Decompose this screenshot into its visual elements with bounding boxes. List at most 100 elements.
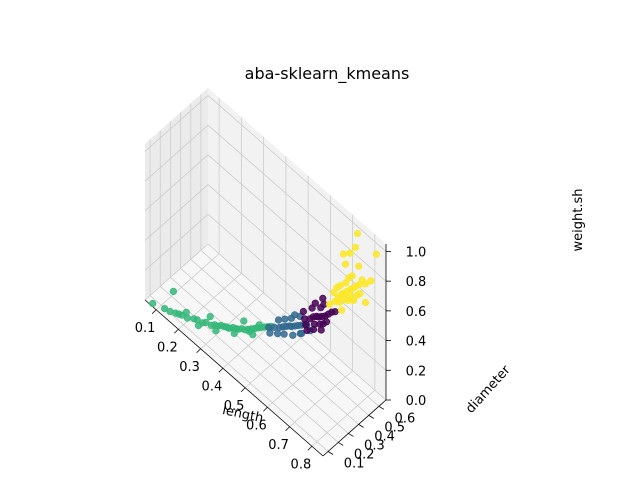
y-tick-mark xyxy=(358,424,364,428)
data-point-cluster-0 xyxy=(230,329,238,338)
grid-line-z-back xyxy=(207,124,387,282)
data-point-cluster-3 xyxy=(335,298,344,306)
x-axis-label: length xyxy=(221,403,265,426)
y-tick-label: 0.1 xyxy=(344,457,365,472)
tick-marks xyxy=(151,251,391,455)
grid-line-z-back xyxy=(207,184,387,341)
y-axis-label: diameter xyxy=(463,362,514,416)
grid-line-y-floor xyxy=(180,268,359,425)
z-tick-label: 0.6 xyxy=(406,305,427,320)
data-point-cluster-2 xyxy=(331,308,339,316)
data-point-cluster-1 xyxy=(280,330,288,338)
grid-line-x-floor xyxy=(267,350,331,408)
chart-title: aba-sklearn_kmeans xyxy=(245,64,410,84)
z-tick-label: 0.8 xyxy=(406,275,427,290)
axis-edges xyxy=(144,244,387,457)
x-tick-label: 0.4 xyxy=(202,379,223,394)
data-point-cluster-2 xyxy=(302,321,310,329)
grid-line-x-floor xyxy=(155,253,220,311)
x-axis-line xyxy=(144,299,324,457)
data-point-cluster-3 xyxy=(350,296,358,305)
x-tick-mark xyxy=(151,309,157,315)
data-points xyxy=(149,230,380,339)
x-tick-mark xyxy=(263,406,268,412)
data-point-cluster-1 xyxy=(266,329,274,337)
grid-line-z-back xyxy=(207,243,387,401)
grid-line-x-floor xyxy=(200,292,264,350)
x-tick-mark xyxy=(285,426,290,432)
data-point-cluster-3 xyxy=(325,300,334,308)
data-point-cluster-1 xyxy=(289,331,297,339)
data-point-cluster-3 xyxy=(361,280,369,288)
z-tick-label: 0.4 xyxy=(406,335,427,350)
tick-labels: 0.10.20.30.40.50.60.70.8 0.10.20.30.40.50… xyxy=(135,245,427,472)
data-point-cluster-3 xyxy=(361,298,370,307)
grid-line-x-floor xyxy=(311,389,376,447)
data-point-cluster-3 xyxy=(346,249,354,257)
data-point-cluster-1 xyxy=(274,316,283,324)
axis-panes xyxy=(145,88,386,456)
grid-line-z-side xyxy=(144,184,209,241)
z-tick-label: 1.0 xyxy=(406,245,427,260)
data-point-cluster-3 xyxy=(367,277,375,285)
data-point-cluster-0 xyxy=(249,331,257,339)
x-tick-mark xyxy=(307,445,313,451)
data-point-cluster-1 xyxy=(274,330,282,338)
data-point-cluster-3 xyxy=(356,290,364,298)
y-tick-mark xyxy=(368,415,374,419)
x-tick-mark xyxy=(174,328,179,334)
grid-line-y-floor xyxy=(170,277,349,434)
x-tick-mark xyxy=(240,387,246,393)
y-tick-mark xyxy=(338,442,344,446)
y-tick-label: 0.3 xyxy=(364,438,385,453)
y-tick-label: 0.6 xyxy=(395,411,416,426)
x-tick-mark xyxy=(218,367,224,373)
data-point-cluster-0 xyxy=(183,314,192,322)
data-point-cluster-0 xyxy=(255,321,263,329)
data-point-cluster-2 xyxy=(311,299,319,307)
y-tick-label: 0.2 xyxy=(354,448,375,463)
data-point-cluster-3 xyxy=(372,250,380,258)
data-point-cluster-0 xyxy=(182,308,190,316)
y-tick-mark xyxy=(378,405,385,410)
x-tick-label: 0.8 xyxy=(291,457,312,472)
data-point-cluster-3 xyxy=(341,260,350,268)
y-tick-label: 0.5 xyxy=(384,420,405,435)
floor-pane xyxy=(145,244,386,456)
z-tick-label: 0.0 xyxy=(406,394,427,409)
back-pane xyxy=(208,88,386,400)
data-point-cluster-0 xyxy=(175,310,183,318)
x-tick-mark xyxy=(196,348,201,354)
data-point-cluster-2 xyxy=(317,326,325,334)
x-tick-label: 0.3 xyxy=(179,360,200,375)
grid-line-y-floor xyxy=(190,259,369,416)
data-point-cluster-1 xyxy=(291,311,299,319)
data-point-cluster-2 xyxy=(299,307,308,316)
grid-line-z-back xyxy=(207,213,387,371)
grid-line-z-side xyxy=(144,213,209,271)
grid-line-z-side xyxy=(144,124,209,182)
data-point-cluster-3 xyxy=(339,250,348,258)
z-tick-label: 0.2 xyxy=(406,364,427,379)
y-tick-mark xyxy=(327,451,334,455)
data-point-cluster-0 xyxy=(212,327,220,335)
x-tick-label: 0.6 xyxy=(246,418,267,433)
data-point-cluster-2 xyxy=(322,318,331,326)
side-pane xyxy=(145,88,208,300)
y-tick-label: 0.4 xyxy=(374,429,395,444)
grid-line-z-back xyxy=(207,95,387,252)
data-point-cluster-3 xyxy=(345,274,353,282)
data-point-cluster-2 xyxy=(303,326,311,335)
grid-line-x-floor xyxy=(244,331,309,389)
grid-line-z-side xyxy=(144,243,209,301)
x-tick-label: 0.1 xyxy=(135,321,156,336)
data-point-cluster-2 xyxy=(319,294,327,303)
data-point-cluster-1 xyxy=(297,329,306,338)
x-tick-label: 0.2 xyxy=(157,340,178,355)
data-point-cluster-0 xyxy=(194,322,203,330)
grid-line-z-side xyxy=(144,95,209,152)
y-axis-line xyxy=(322,399,387,457)
grid-line-z-side xyxy=(144,154,209,212)
